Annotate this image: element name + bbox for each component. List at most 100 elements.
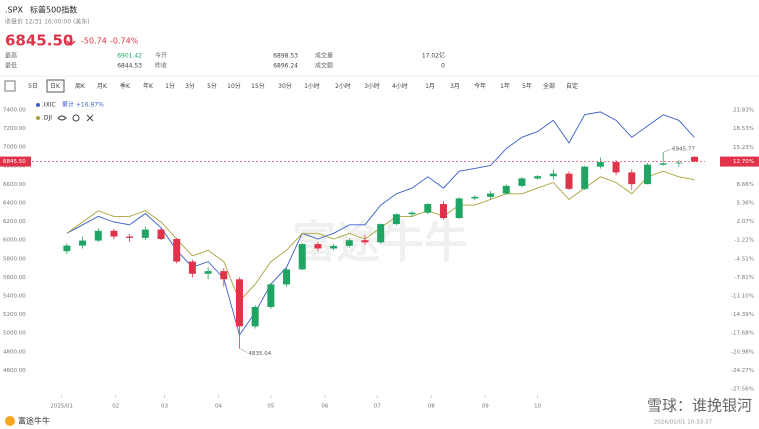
candle-body xyxy=(110,230,118,237)
period-tab[interactable]: 日K xyxy=(50,83,61,90)
period-tab[interactable]: 5分 xyxy=(207,82,217,90)
period-tab[interactable]: 10分 xyxy=(227,82,241,90)
y2-tick-label: -27.56% xyxy=(731,387,754,393)
period-tab[interactable]: 月K xyxy=(97,83,108,90)
candle-body xyxy=(487,193,495,197)
candle-body xyxy=(283,269,291,285)
price-tag xyxy=(0,156,31,167)
candle-body xyxy=(471,196,479,199)
y2-tick-label: -24.27% xyxy=(731,368,754,374)
y2-tick-label: 5.36% xyxy=(737,201,754,207)
watermark: 雪球：谁挽银河 xyxy=(647,397,752,415)
legend-name: .IXIC xyxy=(42,102,56,109)
candle-body xyxy=(628,172,636,185)
annotation-leader xyxy=(663,149,672,153)
candle-body xyxy=(361,240,369,243)
candle-body xyxy=(534,176,542,179)
period-tab[interactable]: 周K xyxy=(75,83,86,90)
logo-icon xyxy=(5,416,15,426)
period-tab[interactable]: 5日 xyxy=(28,83,38,90)
period-tab[interactable]: 2小时 xyxy=(335,82,351,90)
x-tick-label: 10 xyxy=(534,404,541,410)
change: -50.74 xyxy=(81,37,107,46)
candle-body xyxy=(392,214,400,225)
candle-body xyxy=(157,229,165,239)
legend-icons[interactable] xyxy=(57,114,94,122)
logo: 富途牛牛 xyxy=(18,416,50,426)
candle-body xyxy=(63,245,71,252)
candle-body xyxy=(79,240,87,246)
candle-body xyxy=(565,173,573,189)
stat-value: 0 xyxy=(441,63,445,70)
candle-body xyxy=(220,271,228,280)
period-tab[interactable]: 今年 xyxy=(474,82,486,90)
price: 6845.50 xyxy=(5,32,73,50)
candle-body xyxy=(267,284,275,307)
period-tab[interactable]: 5年 xyxy=(522,82,532,90)
y-tick-label: 7400.00 xyxy=(3,108,26,114)
period-tab[interactable]: 15分 xyxy=(251,82,265,90)
period-tab[interactable]: 全部 xyxy=(543,82,555,90)
candle-body xyxy=(298,244,306,270)
y2-tick-label: 21.83% xyxy=(733,108,754,114)
annotation-leader xyxy=(239,348,248,353)
period-tab[interactable]: 4小时 xyxy=(392,82,408,90)
stat-label: 今开 xyxy=(155,52,167,60)
period-tab[interactable]: 1分 xyxy=(165,82,175,90)
stat-label: 昨收 xyxy=(155,62,167,70)
period-tab[interactable]: 3分 xyxy=(185,82,195,90)
pct-tag xyxy=(720,156,759,167)
stat-label: 成交额 xyxy=(315,62,333,70)
stat-value: 17.02亿 xyxy=(422,52,445,60)
candle-body xyxy=(173,238,181,262)
candle-body xyxy=(330,245,338,249)
candle-body xyxy=(314,244,322,249)
candle-body xyxy=(126,236,134,238)
x-tick-label: 07 xyxy=(374,404,381,410)
candle-body xyxy=(94,230,102,241)
y-tick-label: 4600.00 xyxy=(3,368,26,374)
period-tab[interactable]: 年K xyxy=(143,82,154,90)
y2-tick-label: -7.81% xyxy=(735,275,754,281)
down-arrow xyxy=(66,35,76,46)
period-tab[interactable]: 30分 xyxy=(278,82,292,90)
y2-tick-label: -4.51% xyxy=(735,256,754,262)
annotation: 4835.04 xyxy=(248,351,271,357)
period-tab[interactable]: 3小时 xyxy=(364,82,380,90)
settings-icon[interactable] xyxy=(72,114,80,122)
candle-body xyxy=(345,240,353,246)
stat-value: 6898.53 xyxy=(273,53,298,60)
x-tick-label: 05 xyxy=(267,404,274,410)
period-tab[interactable]: 自定 xyxy=(566,82,578,90)
close-icon[interactable] xyxy=(86,114,94,122)
candle-body xyxy=(675,162,683,164)
eye-icon[interactable] xyxy=(57,115,67,121)
y-tick-label: 4800.00 xyxy=(3,349,26,355)
candle-body xyxy=(691,156,699,162)
y2-tick-label: -14.39% xyxy=(731,312,754,318)
pct-tag-label: 12.70% xyxy=(733,159,754,165)
timestamp: 2026/01/01 10:33:37 xyxy=(654,420,713,426)
candle-body xyxy=(549,173,557,177)
candle-body xyxy=(188,261,196,274)
y-tick-label: 5600.00 xyxy=(3,275,26,281)
period-tab[interactable]: 1年 xyxy=(500,82,510,90)
period-tab[interactable]: 3月 xyxy=(450,83,460,90)
x-tick-label: 06 xyxy=(321,404,328,410)
period-tab[interactable]: 季K xyxy=(120,82,131,90)
period-tab[interactable]: 1月 xyxy=(425,83,435,90)
candle-body xyxy=(439,204,447,219)
y2-tick-label: 15.23% xyxy=(733,145,754,151)
chart-icon[interactable] xyxy=(4,80,16,92)
candle-body xyxy=(424,204,432,213)
y2-tick-label: 18.53% xyxy=(733,126,754,132)
y-tick-label: 6400.00 xyxy=(3,201,26,207)
y-tick-label: 5400.00 xyxy=(3,294,26,300)
x-tick-label: 08 xyxy=(428,404,435,410)
stat-label: 最低 xyxy=(5,62,17,70)
candle-body xyxy=(141,229,149,238)
y-tick-label: 5200.00 xyxy=(3,312,26,318)
candle-body xyxy=(643,164,651,185)
period-tab[interactable]: 1小时 xyxy=(304,82,320,90)
